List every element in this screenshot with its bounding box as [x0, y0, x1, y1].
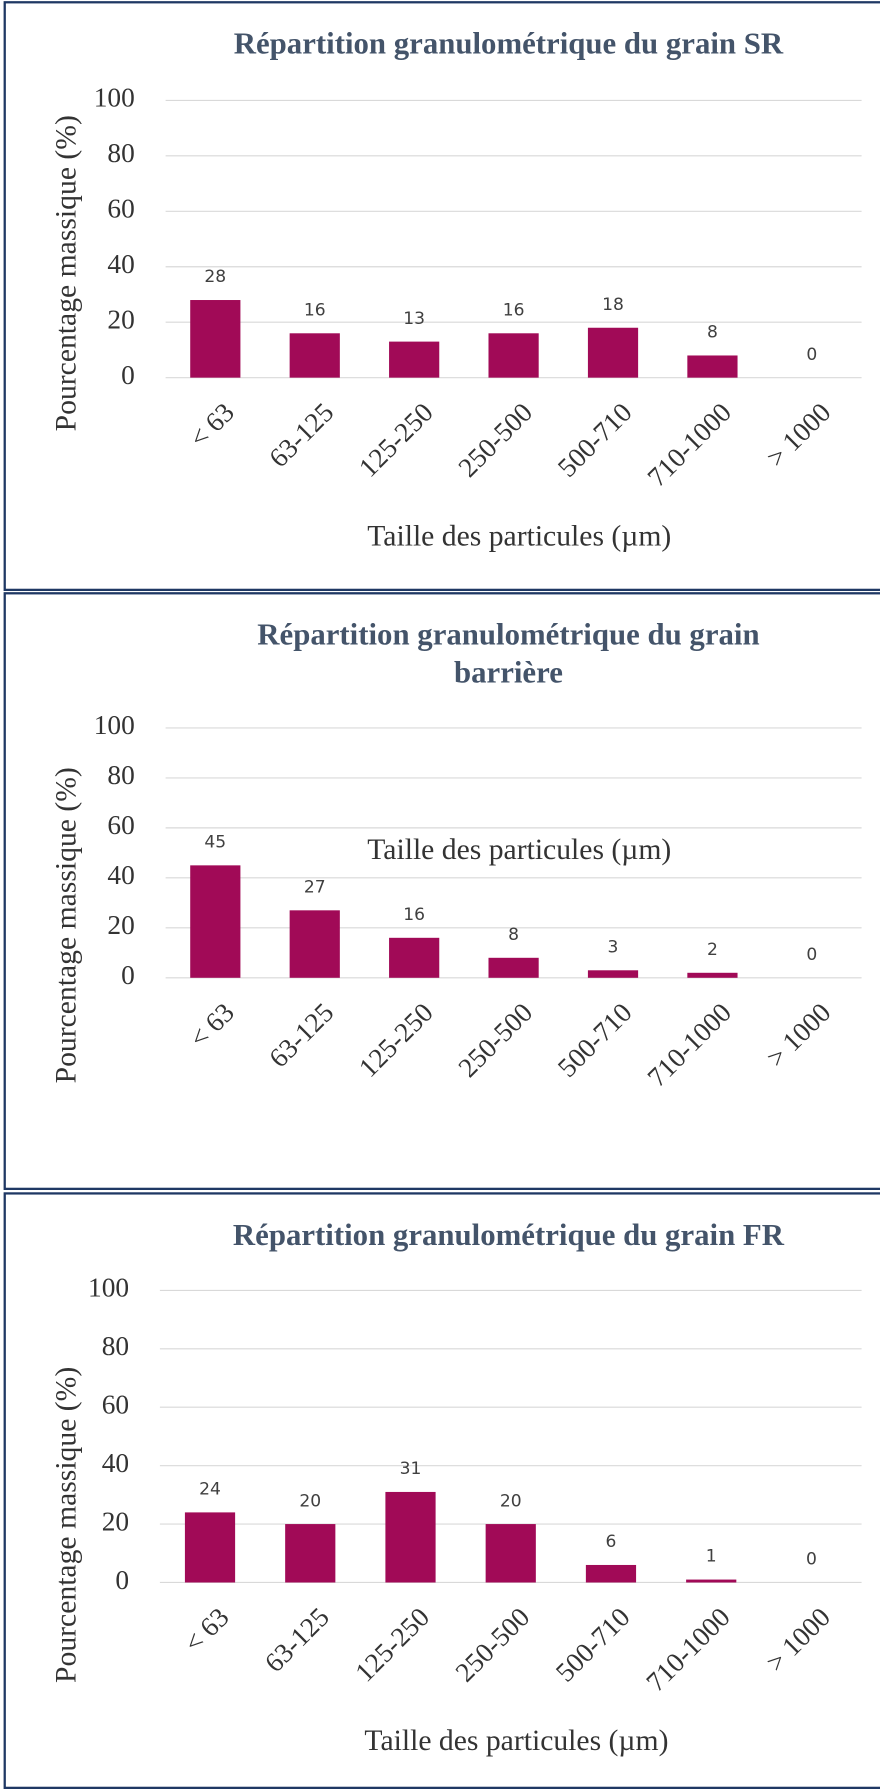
- data-label: 27: [304, 878, 326, 898]
- x-tick-label: 250-500: [450, 1602, 536, 1688]
- data-label: 31: [400, 1459, 422, 1479]
- y-tick-label: 80: [102, 1331, 129, 1361]
- y-tick-label: 80: [107, 760, 134, 790]
- x-tick-label: 710-1000: [642, 997, 737, 1092]
- x-tick-label: 500-710: [552, 397, 638, 483]
- bar: [389, 341, 440, 378]
- y-axis-label: Pourcentage massique (%): [50, 767, 82, 1083]
- data-label: 8: [508, 925, 519, 945]
- data-label: 16: [304, 300, 326, 320]
- x-tick-label: 710-1000: [642, 397, 737, 492]
- x-tick-label: 710-1000: [640, 1602, 735, 1697]
- data-label: 20: [500, 1491, 522, 1511]
- y-tick-label: 100: [94, 83, 135, 113]
- chart-frame: [3, 1, 880, 592]
- chart-title-box: Répartition granulométrique du grain FR: [232, 1217, 784, 1252]
- x-tick-label: < 63: [178, 1602, 234, 1658]
- x-tick-label: 500-710: [550, 1602, 636, 1688]
- data-label: 2: [707, 940, 718, 960]
- y-tick-label: 0: [121, 960, 135, 990]
- bar: [687, 972, 738, 978]
- bar: [190, 865, 241, 978]
- x-tick-label: 63-125: [259, 1602, 335, 1678]
- x-axis-label: Taille des particules (µm): [364, 1725, 668, 1757]
- x-tick-label: > 1000: [760, 1602, 836, 1678]
- x-tick-label: 63-125: [263, 997, 339, 1073]
- x-tick-label: 125-250: [349, 1602, 435, 1688]
- x-tick-label: < 63: [184, 997, 240, 1053]
- bar: [389, 937, 440, 978]
- y-axis-label: Pourcentage massique (%): [50, 1367, 82, 1683]
- chart-title: Répartition granulométrique du grain SR: [233, 26, 784, 61]
- bar: [289, 333, 340, 378]
- data-label: 18: [602, 295, 624, 315]
- bar: [485, 1524, 536, 1583]
- bar: [488, 957, 539, 978]
- bar: [289, 910, 340, 978]
- data-label: 8: [707, 323, 718, 343]
- data-label: 0: [806, 945, 817, 965]
- bar: [488, 333, 539, 378]
- data-label: 20: [299, 1491, 321, 1511]
- y-tick-label: 60: [102, 1390, 129, 1420]
- bar: [686, 1579, 737, 1583]
- y-tick-label: 0: [121, 360, 135, 390]
- y-tick-label: 20: [102, 1506, 129, 1536]
- x-tick-label: 63-125: [263, 397, 339, 473]
- data-label: 13: [403, 309, 425, 329]
- x-tick-label: < 63: [184, 397, 240, 453]
- chart-title-box: Répartition granulométrique du grain SR: [233, 26, 784, 61]
- chart-frame: [3, 1192, 880, 1789]
- y-axis-label: Pourcentage massique (%): [50, 115, 82, 431]
- bar: [587, 327, 639, 378]
- bar: [585, 1564, 637, 1583]
- y-tick-label: 80: [107, 138, 134, 168]
- bar: [587, 970, 639, 978]
- y-tick-label: 40: [107, 249, 134, 279]
- bar: [687, 355, 738, 378]
- data-label: 16: [503, 300, 525, 320]
- data-label: 24: [199, 1480, 221, 1500]
- x-tick-label: 250-500: [453, 997, 539, 1083]
- x-axis-label: Taille des particules (µm): [367, 834, 671, 866]
- y-tick-label: 20: [107, 304, 134, 334]
- bar: [184, 1512, 236, 1583]
- data-label: 28: [204, 267, 226, 287]
- bar: [385, 1491, 436, 1583]
- data-label: 45: [204, 833, 226, 853]
- y-tick-label: 0: [115, 1565, 129, 1595]
- y-tick-label: 100: [88, 1273, 129, 1303]
- x-tick-label: 125-250: [353, 397, 439, 483]
- y-tick-label: 100: [94, 710, 135, 740]
- data-label: 16: [403, 905, 425, 925]
- chart-title: Répartition granulométrique du grain bar…: [257, 617, 760, 690]
- data-label: 1: [706, 1547, 717, 1567]
- y-tick-label: 60: [107, 810, 134, 840]
- chart-title: Répartition granulométrique du grain FR: [232, 1217, 784, 1252]
- chart-frame: [3, 592, 880, 1191]
- data-label: 0: [806, 1550, 817, 1570]
- y-tick-label: 60: [107, 194, 134, 224]
- x-tick-label: 250-500: [453, 397, 539, 483]
- bar: [285, 1524, 336, 1583]
- y-tick-label: 40: [107, 860, 134, 890]
- y-tick-label: 20: [107, 910, 134, 940]
- x-axis-label: Taille des particules (µm): [367, 520, 671, 552]
- x-tick-label: > 1000: [761, 397, 837, 473]
- chart-title-box: Répartition granulométrique du grain bar…: [257, 617, 760, 690]
- x-tick-label: 500-710: [552, 997, 638, 1083]
- x-tick-label: 125-250: [353, 997, 439, 1083]
- data-label: 6: [606, 1532, 617, 1552]
- data-label: 3: [608, 937, 619, 957]
- x-tick-label: > 1000: [761, 997, 837, 1073]
- y-tick-label: 40: [102, 1448, 129, 1478]
- bar: [190, 300, 241, 378]
- data-label: 0: [806, 345, 817, 365]
